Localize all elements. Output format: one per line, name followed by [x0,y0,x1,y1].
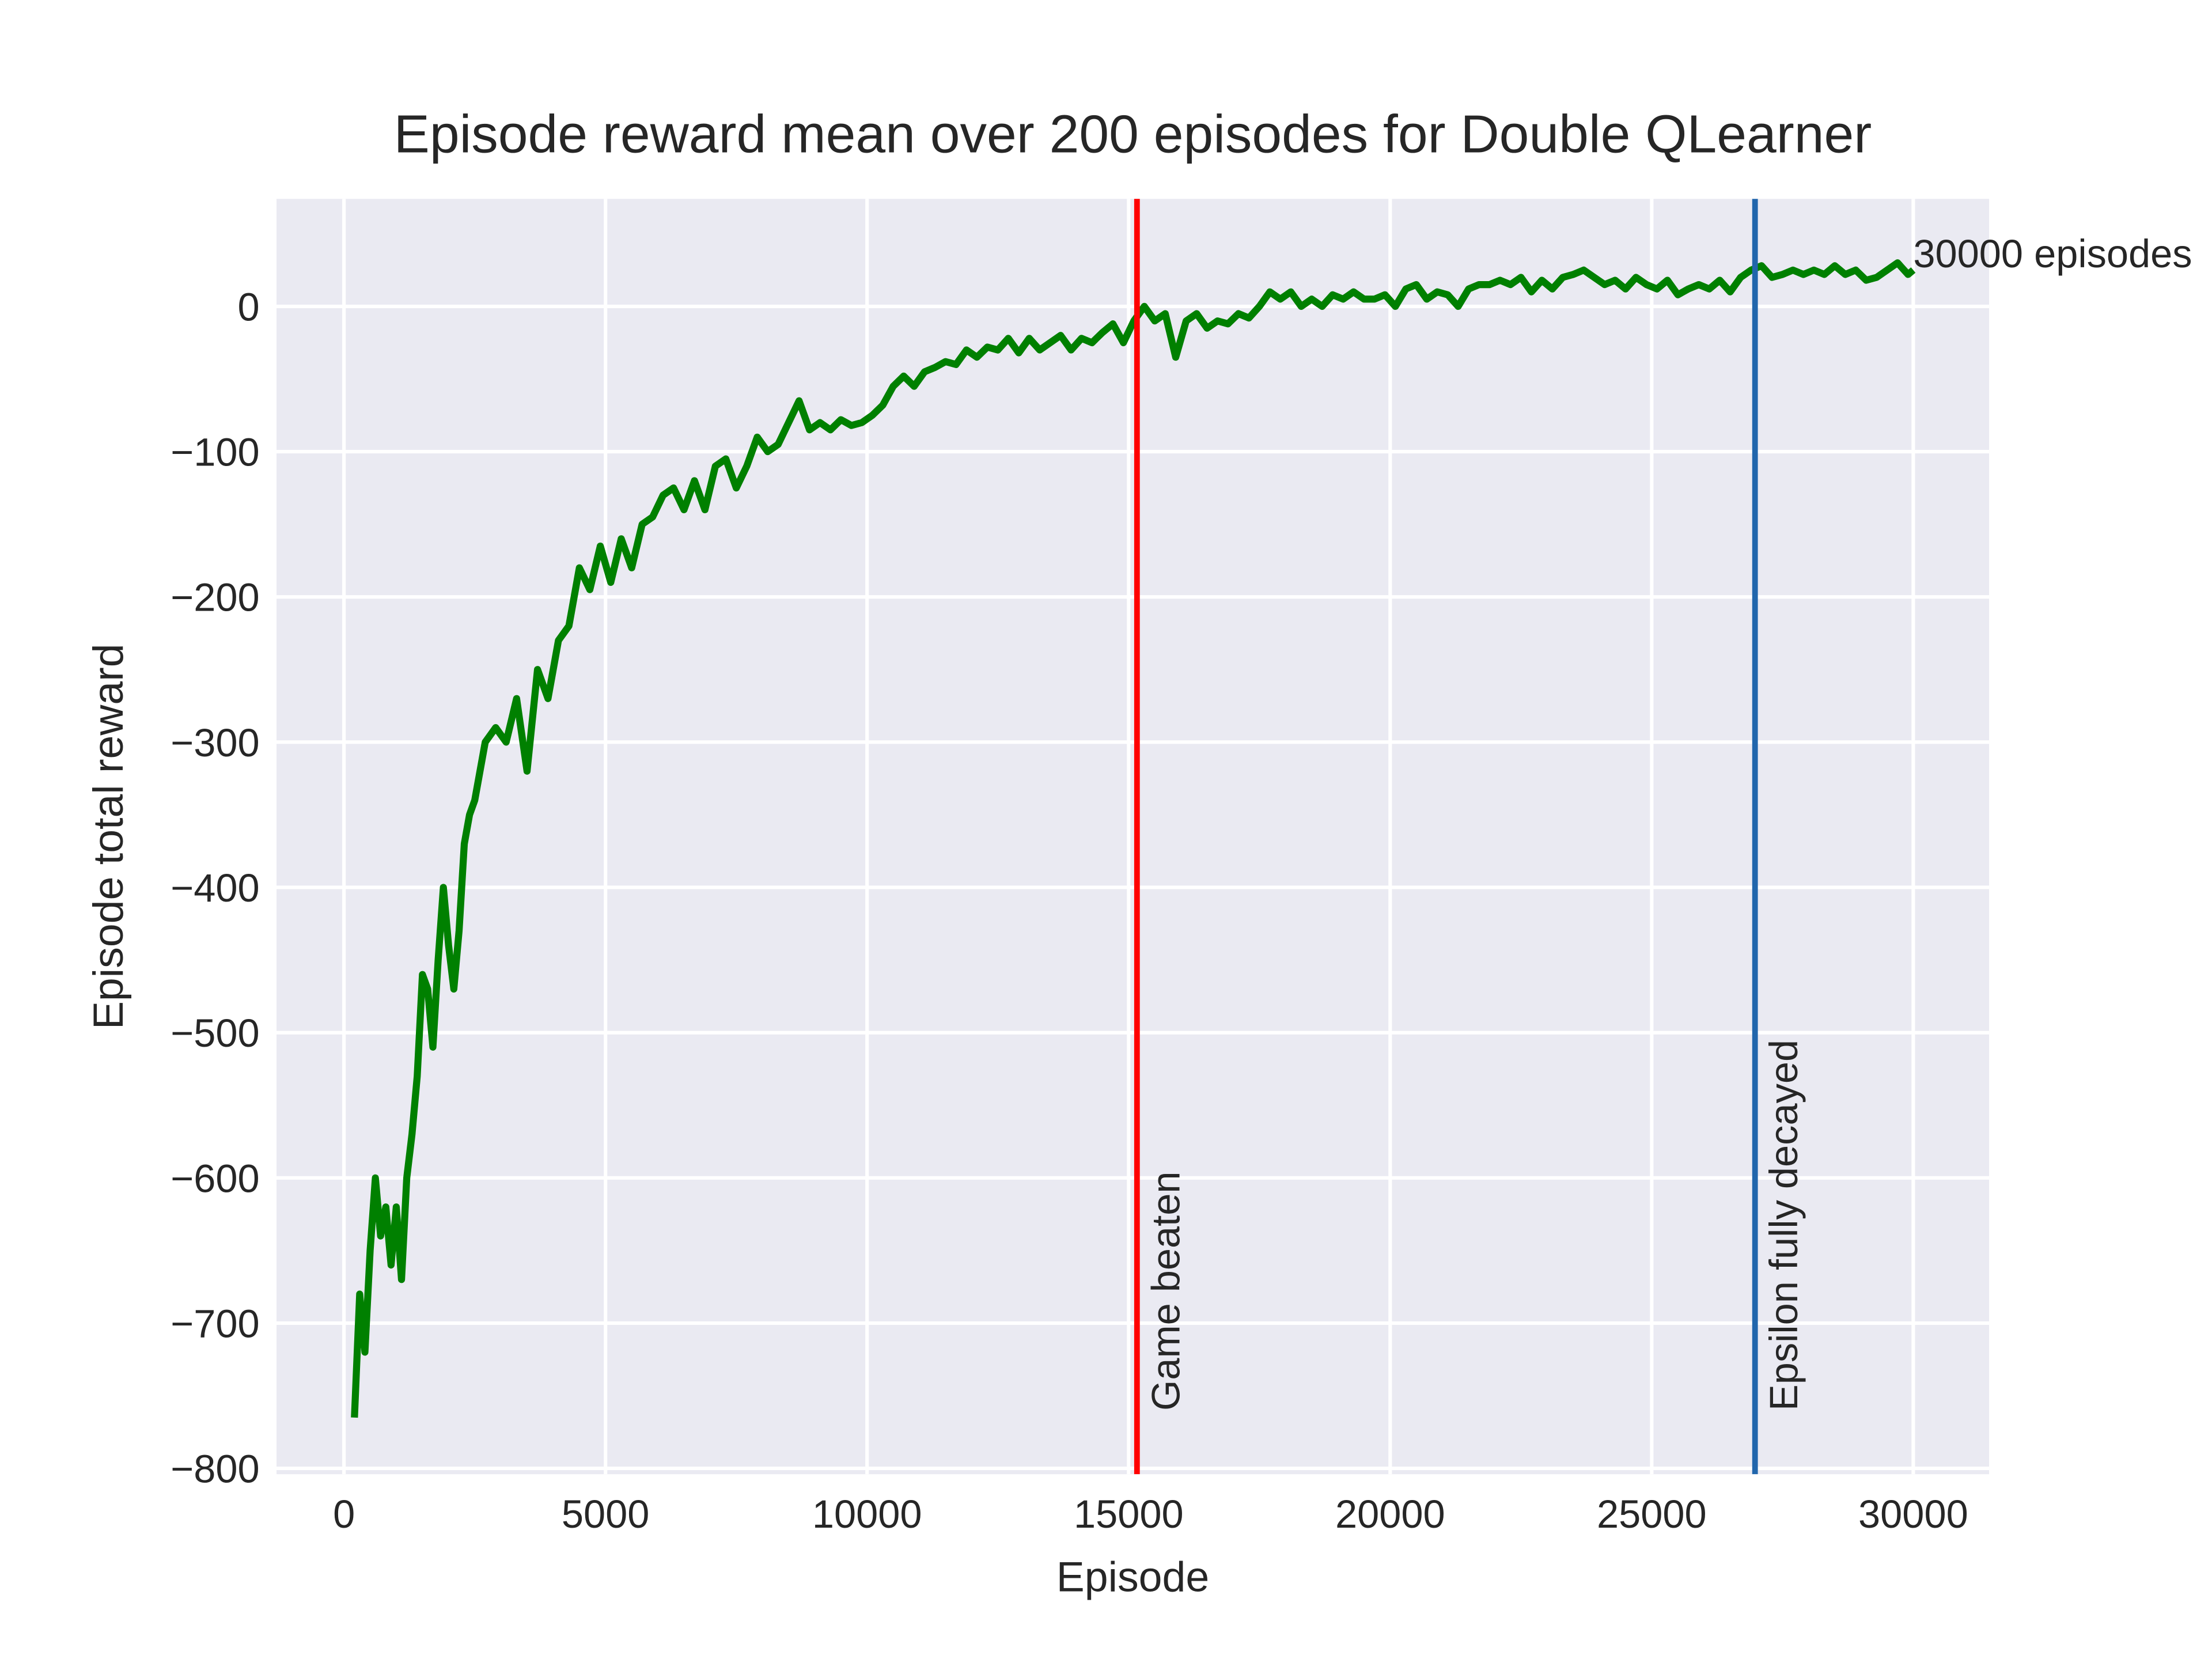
x-tick-label: 15000 [1074,1492,1184,1536]
annotation: 30000 episodes [1913,232,2192,276]
y-tick-label: −400 [171,866,259,910]
chart-title: Episode reward mean over 200 episodes fo… [394,104,1872,164]
x-axis-label: Episode [1056,1552,1209,1600]
y-tick-label: −200 [171,575,259,620]
x-tick-label: 10000 [812,1492,922,1536]
y-tick-label: −800 [171,1447,259,1491]
y-tick-label: −600 [171,1156,259,1200]
y-tick-label: −300 [171,721,259,765]
y-tick-label: −700 [171,1301,259,1346]
data-line [351,259,1916,1418]
x-tick-label: 0 [333,1492,355,1536]
y-tick-label: −500 [171,1011,259,1055]
x-tick-label: 5000 [562,1492,650,1536]
y-axis-label: Episode total reward [84,643,132,1029]
plot-area [276,199,1990,1475]
y-tick-label: −100 [171,430,259,475]
x-tick-label: 30000 [1858,1492,1968,1536]
vertical-line-label: Epsilon fully decayed [1762,1040,1806,1411]
x-tick-label: 25000 [1597,1492,1707,1536]
y-tick-label: 0 [237,285,259,329]
x-tick-label: 20000 [1335,1492,1445,1536]
vertical-line-label: Game beaten [1143,1172,1188,1411]
